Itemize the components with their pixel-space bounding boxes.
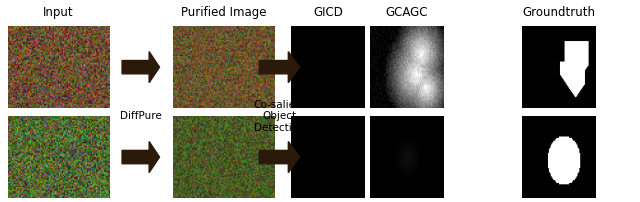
Polygon shape: [259, 52, 300, 83]
Text: Purified Image: Purified Image: [180, 6, 266, 19]
Text: DiffPure: DiffPure: [120, 111, 162, 121]
Text: GCAGC: GCAGC: [385, 6, 428, 19]
Polygon shape: [122, 52, 159, 83]
Text: Co-salient
Object
Detection: Co-salient Object Detection: [253, 100, 306, 133]
Polygon shape: [259, 141, 300, 173]
Text: Input: Input: [43, 6, 74, 19]
Text: GICD: GICD: [313, 6, 343, 19]
Text: Groundtruth: Groundtruth: [522, 6, 595, 19]
Polygon shape: [122, 141, 159, 173]
